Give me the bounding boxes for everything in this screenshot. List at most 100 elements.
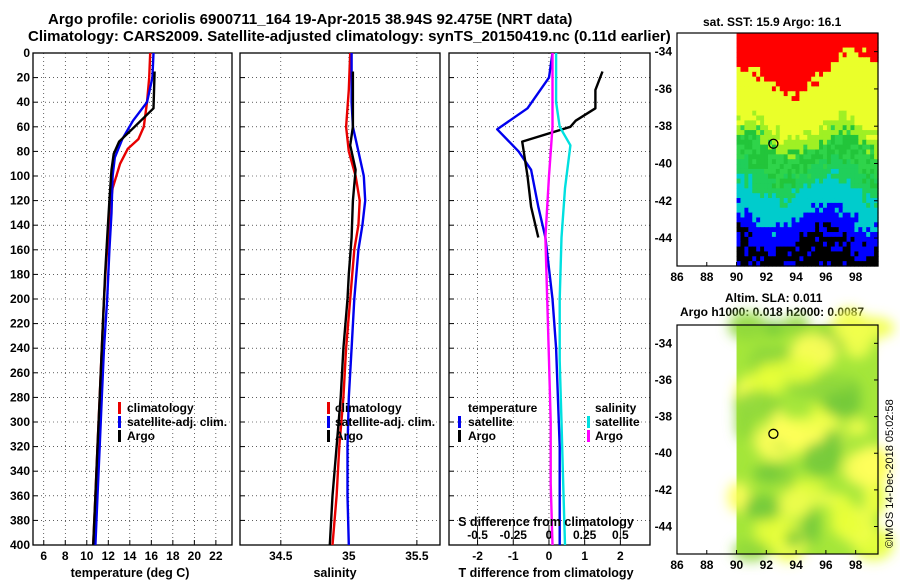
lat-tick-label: -38 — [655, 119, 673, 133]
lon-tick-label: 88 — [700, 270, 714, 284]
lat-tick-label: -44 — [655, 520, 673, 534]
x-tick-label: 16 — [145, 549, 159, 563]
y-tick-label: 300 — [10, 415, 30, 429]
y-tick-label: 0 — [23, 46, 30, 60]
lon-tick-label: 88 — [700, 558, 714, 572]
lat-tick-label: -44 — [655, 231, 673, 245]
legend-s-satellite: satellite — [595, 415, 640, 429]
salinity-legend: climatology satellite-adj. clim. Argo — [327, 401, 435, 443]
difference-temperature-legend: temperature satellite Argo — [458, 401, 538, 443]
legend-s-argo: Argo — [595, 429, 623, 443]
legend-swatch-climatology — [327, 402, 330, 414]
series-line-climatology — [331, 52, 361, 546]
lat-tick-label: -42 — [655, 194, 673, 208]
series-line-satellite-adj-clim- — [346, 53, 367, 546]
y-tick-label: 220 — [10, 317, 30, 331]
lon-tick-label: 98 — [849, 558, 863, 572]
x-tick-label: 0 — [546, 549, 553, 563]
map-frame — [676, 32, 879, 267]
y-tick-label: 320 — [10, 440, 30, 454]
x-tick-label: 35 — [342, 549, 356, 563]
lon-tick-label: 94 — [789, 558, 803, 572]
legend-satellite: satellite-adj. clim. — [127, 415, 227, 429]
y-tick-label: 140 — [10, 218, 30, 232]
legend-climatology: climatology — [127, 401, 194, 415]
salinity-xlabel: salinity — [313, 566, 356, 580]
legend-swatch-satellite — [118, 416, 121, 428]
series-line-satellite-adj-clim- — [94, 52, 155, 546]
y-tick-label: 80 — [17, 144, 31, 158]
lon-tick-label: 86 — [670, 270, 684, 284]
legend-argo: Argo — [335, 429, 363, 443]
lon-tick-label: 90 — [730, 558, 744, 572]
series-line-t-satellite — [496, 52, 561, 545]
legend-header-salinity: salinity — [595, 401, 637, 415]
legend-header-temperature: temperature — [468, 401, 538, 415]
sla-map-title-1: Altim. SLA: 0.011 — [725, 291, 823, 305]
legend-swatch-satellite — [327, 416, 330, 428]
y-tick-label: 360 — [10, 489, 30, 503]
series-line-t-argo — [521, 71, 604, 238]
x-tick-label: 34.5 — [269, 549, 293, 563]
lon-tick-label: 96 — [819, 270, 833, 284]
t-difference-xlabel: T difference from climatology — [458, 566, 633, 580]
lon-tick-label: 96 — [819, 558, 833, 572]
title-line-2: Climatology: CARS2009. Satellite-adjuste… — [28, 28, 671, 45]
y-tick-label: 400 — [10, 538, 30, 552]
argo-position-marker — [768, 428, 779, 439]
lat-tick-label: -38 — [655, 410, 673, 424]
s-x-tick-label: -0.25 — [500, 528, 528, 542]
s-x-tick-label: 0 — [546, 528, 553, 542]
series-line-s-argo — [544, 53, 554, 546]
s-x-tick-label: 0.5 — [612, 528, 629, 542]
x-tick-label: 35.5 — [405, 549, 429, 563]
lon-tick-label: 94 — [789, 270, 803, 284]
legend-swatch-argo — [118, 430, 121, 442]
x-tick-label: -1 — [508, 549, 519, 563]
legend-satellite: satellite-adj. clim. — [335, 415, 435, 429]
lat-tick-label: -34 — [655, 45, 673, 59]
lat-tick-label: -36 — [655, 373, 673, 387]
legend-swatch-t-satellite — [458, 416, 461, 428]
x-tick-label: -2 — [472, 549, 483, 563]
y-tick-label: 380 — [10, 513, 30, 527]
s-x-tick-label: 0.25 — [573, 528, 597, 542]
temperature-legend: climatology satellite-adj. clim. Argo — [118, 401, 227, 443]
x-tick-label: 2 — [617, 549, 624, 563]
legend-swatch-climatology — [118, 402, 121, 414]
title-line-1: Argo profile: coriolis 6900711_164 19-Ap… — [48, 11, 573, 28]
s-x-tick-label: -0.5 — [467, 528, 488, 542]
timestamp: ©IMOS 14-Dec-2018 05:02:58 — [884, 399, 896, 548]
y-tick-label: 240 — [10, 341, 30, 355]
lon-tick-label: 92 — [760, 558, 774, 572]
legend-t-argo: Argo — [468, 429, 496, 443]
x-tick-label: 6 — [40, 549, 47, 563]
temperature-panel: 6 8 10 12 14 16 18 20 22020406080100120140160180… — [10, 46, 233, 563]
lon-tick-label: 92 — [760, 270, 774, 284]
sst-field — [736, 33, 879, 267]
y-tick-label: 20 — [17, 71, 31, 85]
sla-map-title-2: Argo h1000: 0.018 h2000: 0.0087 — [680, 305, 865, 319]
difference-panel: -2 -1 0 1 2 -0.5 -0.25 0 0.25 0.5 — [448, 52, 651, 563]
lat-tick-label: -36 — [655, 82, 673, 96]
x-tick-label: 12 — [102, 549, 116, 563]
y-tick-label: 60 — [17, 120, 31, 134]
series-line-s-satellite — [554, 53, 572, 546]
legend-swatch-argo — [327, 430, 330, 442]
lon-tick-label: 86 — [670, 558, 684, 572]
s-difference-xlabel: S difference from climatology — [458, 515, 634, 529]
argo-position-marker — [768, 138, 779, 149]
legend-swatch-t-argo — [458, 430, 461, 442]
lat-tick-label: -40 — [655, 446, 673, 460]
sla-map: 86 88 90 92 94 96 98 -34 -36 -38 -40 -42 -44 — [655, 307, 895, 572]
x-tick-label: 20 — [188, 549, 202, 563]
y-tick-label: 200 — [10, 292, 30, 306]
y-tick-label: 180 — [10, 267, 30, 281]
x-tick-label: 22 — [209, 549, 223, 563]
lon-tick-label: 90 — [730, 270, 744, 284]
legend-t-satellite: satellite — [468, 415, 513, 429]
sla-field — [727, 307, 895, 563]
y-tick-label: 340 — [10, 464, 30, 478]
